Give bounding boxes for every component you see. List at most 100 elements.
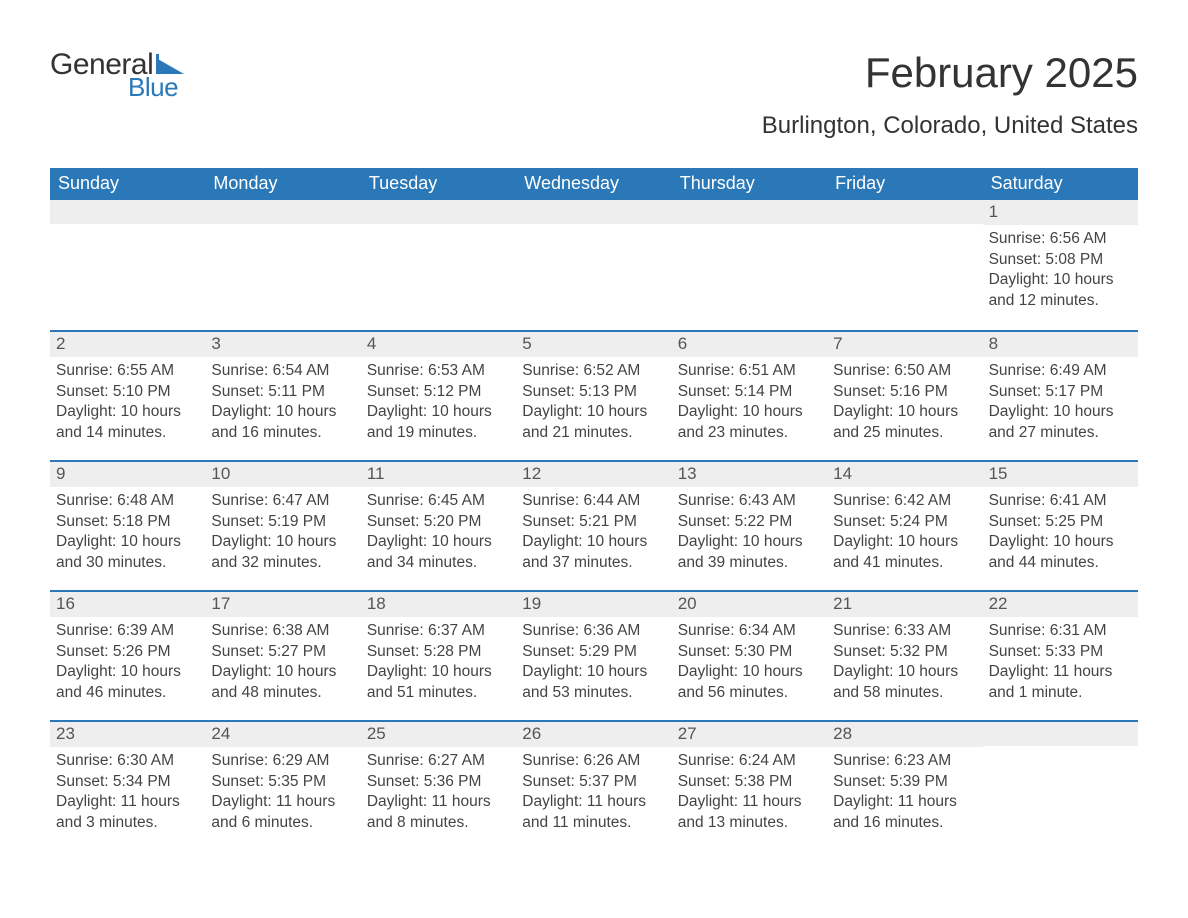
daylight-text: Daylight: 10 hours and 21 minutes. bbox=[522, 402, 665, 443]
sunset-text: Sunset: 5:18 PM bbox=[56, 512, 199, 532]
daylight-text: Daylight: 10 hours and 32 minutes. bbox=[211, 532, 354, 573]
day-number: 17 bbox=[205, 592, 360, 617]
day-cell bbox=[361, 200, 516, 320]
day-body: Sunrise: 6:37 AMSunset: 5:28 PMDaylight:… bbox=[361, 617, 516, 705]
daylight-text: Daylight: 10 hours and 19 minutes. bbox=[367, 402, 510, 443]
day-cell: 11Sunrise: 6:45 AMSunset: 5:20 PMDayligh… bbox=[361, 462, 516, 580]
sunset-text: Sunset: 5:29 PM bbox=[522, 642, 665, 662]
sunrise-text: Sunrise: 6:30 AM bbox=[56, 751, 199, 771]
day-number: 26 bbox=[516, 722, 671, 747]
day-body: Sunrise: 6:33 AMSunset: 5:32 PMDaylight:… bbox=[827, 617, 982, 705]
day-number: 7 bbox=[827, 332, 982, 357]
day-number: 10 bbox=[205, 462, 360, 487]
day-cell bbox=[50, 200, 205, 320]
sunrise-text: Sunrise: 6:54 AM bbox=[211, 361, 354, 381]
sunrise-text: Sunrise: 6:41 AM bbox=[989, 491, 1132, 511]
brand-logo: General Blue bbox=[50, 50, 190, 100]
daylight-text: Daylight: 10 hours and 30 minutes. bbox=[56, 532, 199, 573]
daylight-text: Daylight: 10 hours and 12 minutes. bbox=[989, 270, 1132, 311]
sunset-text: Sunset: 5:13 PM bbox=[522, 382, 665, 402]
day-number: 11 bbox=[361, 462, 516, 487]
day-number bbox=[983, 722, 1138, 746]
day-cell: 14Sunrise: 6:42 AMSunset: 5:24 PMDayligh… bbox=[827, 462, 982, 580]
day-number: 27 bbox=[672, 722, 827, 747]
sunrise-text: Sunrise: 6:53 AM bbox=[367, 361, 510, 381]
day-cell: 13Sunrise: 6:43 AMSunset: 5:22 PMDayligh… bbox=[672, 462, 827, 580]
day-cell: 19Sunrise: 6:36 AMSunset: 5:29 PMDayligh… bbox=[516, 592, 671, 710]
daylight-text: Daylight: 11 hours and 16 minutes. bbox=[833, 792, 976, 833]
sunrise-text: Sunrise: 6:52 AM bbox=[522, 361, 665, 381]
dow-header: Tuesday bbox=[361, 168, 516, 200]
day-number bbox=[205, 200, 360, 224]
dow-header: Friday bbox=[827, 168, 982, 200]
day-number: 2 bbox=[50, 332, 205, 357]
daylight-text: Daylight: 10 hours and 58 minutes. bbox=[833, 662, 976, 703]
day-cell: 25Sunrise: 6:27 AMSunset: 5:36 PMDayligh… bbox=[361, 722, 516, 840]
location-title: Burlington, Colorado, United States bbox=[762, 112, 1138, 140]
day-number: 9 bbox=[50, 462, 205, 487]
sunrise-text: Sunrise: 6:27 AM bbox=[367, 751, 510, 771]
day-number: 25 bbox=[361, 722, 516, 747]
sunset-text: Sunset: 5:39 PM bbox=[833, 772, 976, 792]
daylight-text: Daylight: 10 hours and 44 minutes. bbox=[989, 532, 1132, 573]
dow-header: Monday bbox=[205, 168, 360, 200]
sunset-text: Sunset: 5:22 PM bbox=[678, 512, 821, 532]
day-cell: 12Sunrise: 6:44 AMSunset: 5:21 PMDayligh… bbox=[516, 462, 671, 580]
day-body: Sunrise: 6:43 AMSunset: 5:22 PMDaylight:… bbox=[672, 487, 827, 575]
dow-header: Saturday bbox=[983, 168, 1138, 200]
day-cell: 22Sunrise: 6:31 AMSunset: 5:33 PMDayligh… bbox=[983, 592, 1138, 710]
sunset-text: Sunset: 5:10 PM bbox=[56, 382, 199, 402]
sunset-text: Sunset: 5:27 PM bbox=[211, 642, 354, 662]
sunset-text: Sunset: 5:28 PM bbox=[367, 642, 510, 662]
calendar-page: General Blue February 2025 Burlington, C… bbox=[0, 0, 1188, 890]
sunset-text: Sunset: 5:16 PM bbox=[833, 382, 976, 402]
day-number: 3 bbox=[205, 332, 360, 357]
sunrise-text: Sunrise: 6:44 AM bbox=[522, 491, 665, 511]
day-number: 6 bbox=[672, 332, 827, 357]
daylight-text: Daylight: 10 hours and 48 minutes. bbox=[211, 662, 354, 703]
day-body: Sunrise: 6:52 AMSunset: 5:13 PMDaylight:… bbox=[516, 357, 671, 445]
day-body: Sunrise: 6:26 AMSunset: 5:37 PMDaylight:… bbox=[516, 747, 671, 835]
sunset-text: Sunset: 5:32 PM bbox=[833, 642, 976, 662]
day-cell: 23Sunrise: 6:30 AMSunset: 5:34 PMDayligh… bbox=[50, 722, 205, 840]
sunset-text: Sunset: 5:12 PM bbox=[367, 382, 510, 402]
day-body: Sunrise: 6:24 AMSunset: 5:38 PMDaylight:… bbox=[672, 747, 827, 835]
sunrise-text: Sunrise: 6:29 AM bbox=[211, 751, 354, 771]
day-number: 28 bbox=[827, 722, 982, 747]
daylight-text: Daylight: 10 hours and 39 minutes. bbox=[678, 532, 821, 573]
day-body: Sunrise: 6:30 AMSunset: 5:34 PMDaylight:… bbox=[50, 747, 205, 835]
daylight-text: Daylight: 10 hours and 51 minutes. bbox=[367, 662, 510, 703]
sunrise-text: Sunrise: 6:38 AM bbox=[211, 621, 354, 641]
sunset-text: Sunset: 5:33 PM bbox=[989, 642, 1132, 662]
day-number: 12 bbox=[516, 462, 671, 487]
title-block: February 2025 Burlington, Colorado, Unit… bbox=[762, 50, 1138, 140]
week-row: 2Sunrise: 6:55 AMSunset: 5:10 PMDaylight… bbox=[50, 330, 1138, 460]
day-cell: 21Sunrise: 6:33 AMSunset: 5:32 PMDayligh… bbox=[827, 592, 982, 710]
sunrise-text: Sunrise: 6:39 AM bbox=[56, 621, 199, 641]
day-cell: 10Sunrise: 6:47 AMSunset: 5:19 PMDayligh… bbox=[205, 462, 360, 580]
sunrise-text: Sunrise: 6:23 AM bbox=[833, 751, 976, 771]
day-number: 4 bbox=[361, 332, 516, 357]
day-cell: 26Sunrise: 6:26 AMSunset: 5:37 PMDayligh… bbox=[516, 722, 671, 840]
day-cell: 8Sunrise: 6:49 AMSunset: 5:17 PMDaylight… bbox=[983, 332, 1138, 450]
sunset-text: Sunset: 5:37 PM bbox=[522, 772, 665, 792]
day-cell: 9Sunrise: 6:48 AMSunset: 5:18 PMDaylight… bbox=[50, 462, 205, 580]
day-cell bbox=[827, 200, 982, 320]
sunset-text: Sunset: 5:08 PM bbox=[989, 250, 1132, 270]
day-number: 18 bbox=[361, 592, 516, 617]
sunset-text: Sunset: 5:36 PM bbox=[367, 772, 510, 792]
day-number bbox=[827, 200, 982, 224]
daylight-text: Daylight: 11 hours and 3 minutes. bbox=[56, 792, 199, 833]
day-number: 13 bbox=[672, 462, 827, 487]
sunrise-text: Sunrise: 6:37 AM bbox=[367, 621, 510, 641]
day-number: 16 bbox=[50, 592, 205, 617]
day-body: Sunrise: 6:36 AMSunset: 5:29 PMDaylight:… bbox=[516, 617, 671, 705]
daylight-text: Daylight: 10 hours and 27 minutes. bbox=[989, 402, 1132, 443]
sunrise-text: Sunrise: 6:49 AM bbox=[989, 361, 1132, 381]
day-number: 24 bbox=[205, 722, 360, 747]
daylight-text: Daylight: 10 hours and 53 minutes. bbox=[522, 662, 665, 703]
header-row: General Blue February 2025 Burlington, C… bbox=[50, 50, 1138, 140]
sunrise-text: Sunrise: 6:26 AM bbox=[522, 751, 665, 771]
daylight-text: Daylight: 11 hours and 1 minute. bbox=[989, 662, 1132, 703]
day-body: Sunrise: 6:55 AMSunset: 5:10 PMDaylight:… bbox=[50, 357, 205, 445]
